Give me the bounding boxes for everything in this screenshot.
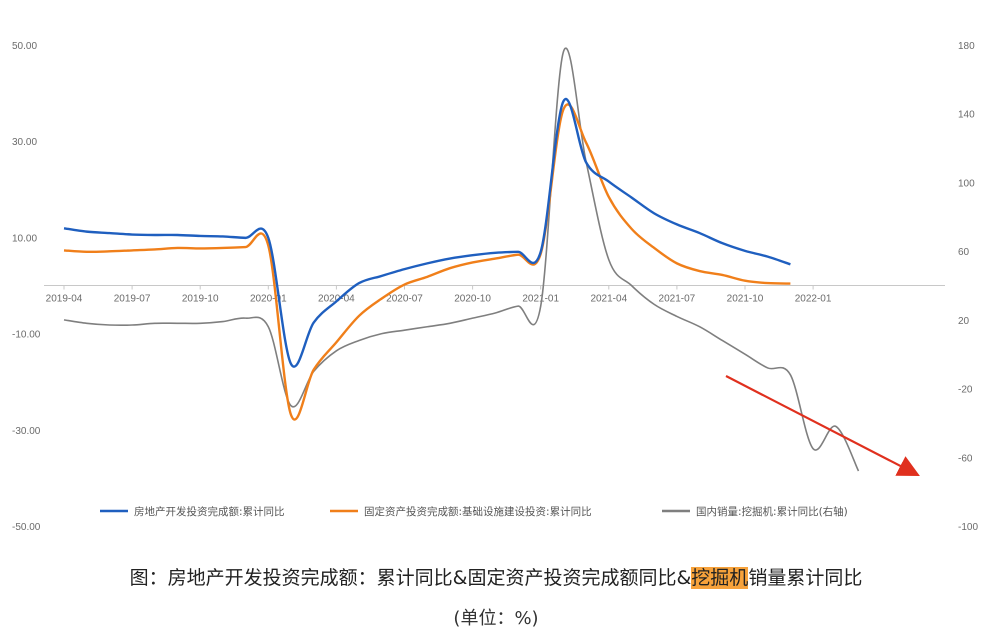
- legend-label: 房地产开发投资完成额:累计同比: [134, 505, 285, 518]
- x-tick-label: 2021-04: [590, 294, 627, 305]
- y-right-tick-label: 180: [958, 41, 975, 52]
- y-right-tick-label: 140: [958, 110, 975, 121]
- x-tick-label: 2021-10: [727, 294, 764, 305]
- x-tick-label: 2022-01: [795, 294, 832, 305]
- chart: 50.00 30.00 10.00 -10.00 -30.00 -50.00 180 140…: [12, 41, 978, 533]
- y-right-tick-label: 100: [958, 178, 975, 189]
- x-tick-label: 2020-07: [386, 294, 423, 305]
- caption-text-end: 销量累计同比: [748, 567, 863, 589]
- legend-label: 国内销量:挖掘机:累计同比(右轴): [696, 505, 848, 518]
- y-left-tick-label: -10.00: [12, 330, 41, 341]
- x-tick-label: 2019-07: [114, 294, 151, 305]
- y-left-tick-label: -50.00: [12, 522, 41, 533]
- y-right-tick-label: 20: [958, 316, 970, 327]
- y-left-tick-label: 50.00: [12, 41, 37, 52]
- series-line-2: [63, 103, 791, 421]
- legend-label: 固定资产投资完成额:基础设施建设投资:累计同比: [364, 505, 592, 518]
- y-left-tick-label: 30.00: [12, 137, 37, 148]
- y-left-tick-label: 10.00: [12, 233, 37, 244]
- series-line-1: [63, 97, 791, 368]
- y-right-tick-label: -60: [958, 453, 973, 464]
- caption-highlight: 挖掘机: [691, 567, 749, 589]
- trend-arrow: [725, 375, 920, 477]
- x-tick-label: 2020-01: [250, 294, 287, 305]
- caption-text: 图：房地产开发投资完成额：累计同比&固定资产投资完成额同比&: [129, 567, 692, 589]
- x-tick-label: 2021-07: [659, 294, 696, 305]
- unit-label: (单位：%): [453, 608, 539, 629]
- series-line-3: [63, 47, 860, 472]
- x-tick-label: 2021-01: [522, 294, 559, 305]
- figure-caption: 图：房地产开发投资完成额：累计同比&固定资产投资完成额同比&挖掘机销量累计同比: [0, 563, 992, 590]
- x-tick-label: 2019-10: [182, 294, 219, 305]
- y-right-tick-label: -100: [958, 522, 978, 533]
- y-left-tick-label: -30.00: [12, 426, 41, 437]
- x-tick-label: 2020-04: [318, 294, 355, 305]
- y-right-tick-label: -20: [958, 385, 973, 396]
- legend: 房地产开发投资完成额:累计同比 固定资产投资完成额:基础设施建设投资:累计同比 国内…: [100, 505, 848, 518]
- x-tick-label: 2019-04: [46, 294, 83, 305]
- y-right-tick-label: 60: [958, 247, 970, 258]
- x-tick-label: 2020-10: [454, 294, 491, 305]
